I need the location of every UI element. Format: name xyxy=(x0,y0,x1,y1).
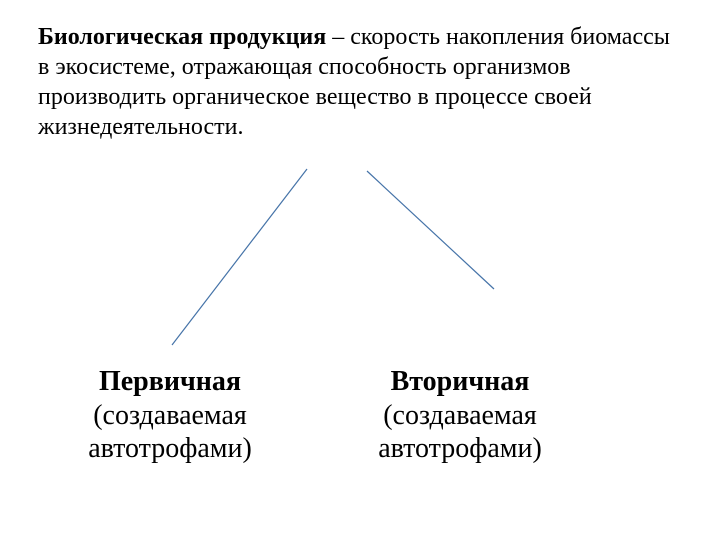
branch-right-sub2: автотрофами) xyxy=(320,432,600,466)
branch-right: Вторичная (создаваемая автотрофами) xyxy=(320,365,600,466)
branch-right-sub1: (создаваемая xyxy=(320,399,600,433)
branch-right-title: Вторичная xyxy=(320,365,600,399)
branch-left-sub1: (создаваемая xyxy=(30,399,310,433)
branch-left-title: Первичная xyxy=(30,365,310,399)
branch-left-sub2: автотрофами) xyxy=(30,432,310,466)
line-left xyxy=(172,169,307,345)
line-right xyxy=(367,171,494,289)
branch-left: Первичная (создаваемая автотрофами) xyxy=(30,365,310,466)
